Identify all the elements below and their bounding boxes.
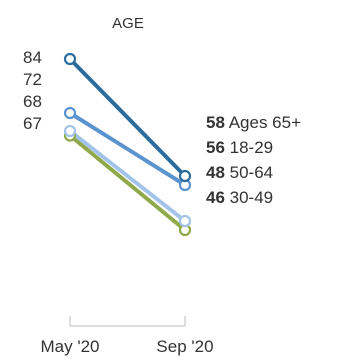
series-line-18-29 bbox=[68, 111, 187, 187]
end-labels: 58 Ages 65+ 56 18-29 48 50-64 46 30-49 bbox=[206, 113, 301, 207]
end-label: 58 Ages 65+ bbox=[206, 113, 301, 132]
series-line-ages-65- bbox=[68, 57, 187, 178]
x-axis: May '20 Sep '20 bbox=[41, 316, 214, 356]
data-point bbox=[178, 214, 192, 228]
end-label: 48 50-64 bbox=[206, 163, 273, 182]
end-label: 46 30-49 bbox=[206, 188, 273, 207]
chart-title: AGE bbox=[112, 15, 144, 32]
data-point bbox=[178, 169, 192, 183]
data-point bbox=[63, 106, 77, 120]
series-points bbox=[63, 52, 192, 237]
data-point bbox=[63, 52, 77, 66]
start-value-label: 84 bbox=[23, 48, 42, 67]
start-value-label: 67 bbox=[23, 114, 42, 133]
x-tick-label-may: May '20 bbox=[41, 337, 100, 356]
series-line-30-49 bbox=[68, 133, 187, 232]
start-value-label: 68 bbox=[23, 92, 42, 111]
end-label: 56 18-29 bbox=[206, 138, 273, 157]
series-lines bbox=[68, 57, 187, 232]
series-line-50-64 bbox=[68, 129, 187, 223]
data-point bbox=[63, 124, 77, 138]
start-value-labels: 84 72 68 67 bbox=[23, 48, 42, 133]
start-value-label: 72 bbox=[23, 70, 42, 89]
x-tick-label-sep: Sep '20 bbox=[156, 337, 213, 356]
